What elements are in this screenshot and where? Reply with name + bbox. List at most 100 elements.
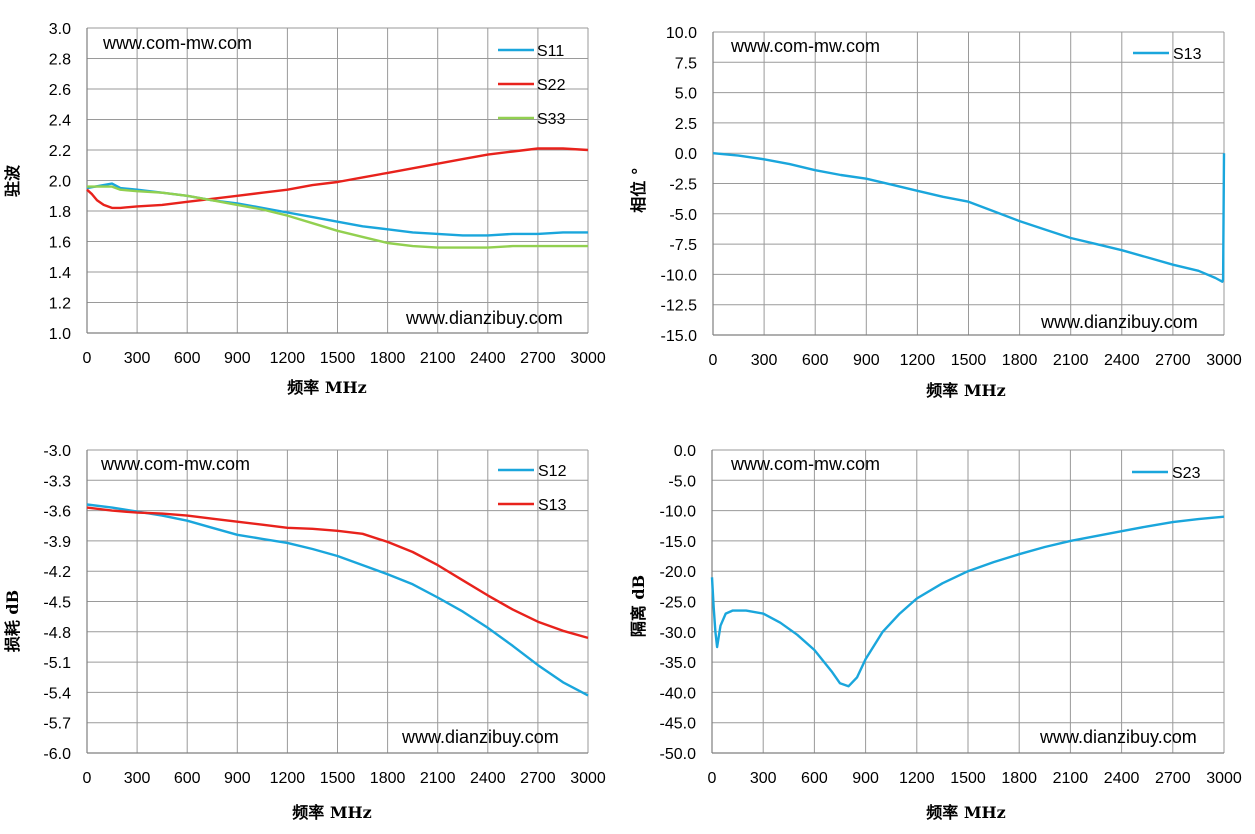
x-tick-label: 0 <box>709 352 718 369</box>
y-tick-label: -12.5 <box>661 298 698 315</box>
x-tick-label: 3000 <box>570 770 606 787</box>
y-tick-label: -3.3 <box>43 473 71 490</box>
x-tick-label: 1200 <box>899 770 935 787</box>
legend-label: S22 <box>537 77 566 94</box>
x-axis-title: 频率 MHz <box>926 803 1006 822</box>
y-tick-label: -5.4 <box>43 685 71 702</box>
x-tick-label: 300 <box>124 770 151 787</box>
series-line-s33 <box>87 185 588 249</box>
y-tick-label: 0.0 <box>675 146 697 163</box>
y-tick-label: 1.6 <box>49 235 71 252</box>
x-tick-label: 0 <box>83 350 92 367</box>
x-tick-label: 1800 <box>1001 770 1037 787</box>
x-tick-label: 3000 <box>1206 352 1242 369</box>
y-tick-label: -4.8 <box>43 625 71 642</box>
series-line-s13 <box>86 506 589 640</box>
x-tick-label: 2400 <box>470 770 506 787</box>
y-tick-label: -3.0 <box>43 443 71 460</box>
watermark-top: www.com-mw.com <box>100 454 250 474</box>
x-tick-label: 1200 <box>270 350 306 367</box>
series-line-s12 <box>86 503 589 697</box>
y-tick-label: -4.2 <box>43 564 71 581</box>
y-tick-label: 0.0 <box>674 443 696 460</box>
y-tick-label: 5.0 <box>675 86 697 103</box>
x-axis-title: 频率 MHz <box>287 378 367 397</box>
watermark-bottom: www.dianzibuy.com <box>401 727 559 747</box>
x-tick-label: 3000 <box>1206 770 1242 787</box>
series-line-s23 <box>710 515 1225 688</box>
x-tick-label: 300 <box>751 352 778 369</box>
y-tick-label: 2.4 <box>49 113 71 130</box>
y-tick-label: -5.1 <box>43 655 71 672</box>
legend-label: S12 <box>538 463 567 480</box>
x-tick-label: 2100 <box>1053 352 1089 369</box>
y-tick-label: 7.5 <box>675 55 697 72</box>
y-tick-label: -50.0 <box>660 746 697 763</box>
x-tick-label: 900 <box>224 350 251 367</box>
y-axis-title: 隔离 dB <box>629 575 648 637</box>
x-axis-title: 频率 MHz <box>926 381 1006 400</box>
y-axis-title: 驻波 <box>3 164 22 197</box>
y-tick-label: 2.6 <box>49 82 71 99</box>
x-tick-label: 2700 <box>520 350 556 367</box>
y-tick-label: -35.0 <box>660 655 697 672</box>
x-tick-label: 2400 <box>1104 770 1140 787</box>
watermark-bottom: www.dianzibuy.com <box>1040 312 1198 332</box>
y-tick-label: 2.0 <box>49 174 71 191</box>
x-tick-label: 1800 <box>370 770 406 787</box>
y-tick-label: 2.2 <box>49 143 71 160</box>
series-line-s11 <box>86 182 588 237</box>
y-tick-label: -45.0 <box>660 716 697 733</box>
y-tick-label: 1.2 <box>49 296 71 313</box>
y-tick-label: -30.0 <box>660 625 697 642</box>
x-tick-label: 0 <box>83 770 92 787</box>
chart-3: 0 300 600 900 1200 1500 1800 2100 2400 2700 3000 -6… <box>3 443 606 822</box>
y-tick-label: -3.9 <box>43 534 71 551</box>
x-tick-label: 600 <box>801 770 828 787</box>
series-line-s13 <box>712 152 1226 283</box>
x-tick-label: 0 <box>708 770 717 787</box>
y-tick-label: -25.0 <box>660 595 697 612</box>
x-tick-label: 1500 <box>320 770 356 787</box>
x-tick-label: 600 <box>802 352 829 369</box>
x-tick-label: 2100 <box>1053 770 1089 787</box>
watermark-top: www.com-mw.com <box>730 454 880 474</box>
y-tick-label: -20.0 <box>660 564 697 581</box>
x-tick-label: 1800 <box>370 350 406 367</box>
x-tick-label: 900 <box>224 770 251 787</box>
watermark-bottom: www.dianzibuy.com <box>405 308 563 328</box>
y-tick-label: -10.0 <box>660 504 697 521</box>
watermark-bottom: www.dianzibuy.com <box>1039 727 1197 747</box>
legend-label: S33 <box>537 111 566 128</box>
x-tick-label: 1500 <box>950 770 986 787</box>
y-tick-label: -5.7 <box>43 716 71 733</box>
x-tick-label: 300 <box>124 350 151 367</box>
x-tick-label: 900 <box>853 352 880 369</box>
y-tick-label: 3.0 <box>49 21 71 38</box>
watermark-top: www.com-mw.com <box>730 36 880 56</box>
x-tick-label: 2700 <box>1155 352 1191 369</box>
legend-label: S13 <box>538 497 567 514</box>
x-tick-label: 1800 <box>1002 352 1038 369</box>
x-tick-label: 2100 <box>420 770 456 787</box>
x-tick-label: 600 <box>174 350 201 367</box>
y-tick-label: -3.6 <box>43 504 71 521</box>
x-tick-label: 2100 <box>420 350 456 367</box>
x-tick-label: 300 <box>750 770 777 787</box>
x-tick-label: 2400 <box>1104 352 1140 369</box>
x-tick-label: 3000 <box>570 350 606 367</box>
x-tick-label: 600 <box>174 770 201 787</box>
x-tick-label: 2400 <box>470 350 506 367</box>
watermark-top: www.com-mw.com <box>102 33 252 53</box>
y-axis-title: 相位 ° <box>629 167 648 213</box>
legend-label: S13 <box>1173 46 1202 63</box>
x-tick-label: 1500 <box>951 352 987 369</box>
y-tick-label: -2.5 <box>669 177 697 194</box>
legend-label: S23 <box>1172 465 1201 482</box>
legend-label: S11 <box>537 43 564 60</box>
chart-1: 0 300 600 900 1200 1500 1800 2100 2400 2700 3000 1.… <box>3 21 606 397</box>
y-tick-label: 1.8 <box>49 204 71 221</box>
x-tick-label: 1200 <box>270 770 306 787</box>
chart-2: 0 300 600 900 1200 1500 1800 2100 2400 2700 3000 -1… <box>629 25 1242 400</box>
